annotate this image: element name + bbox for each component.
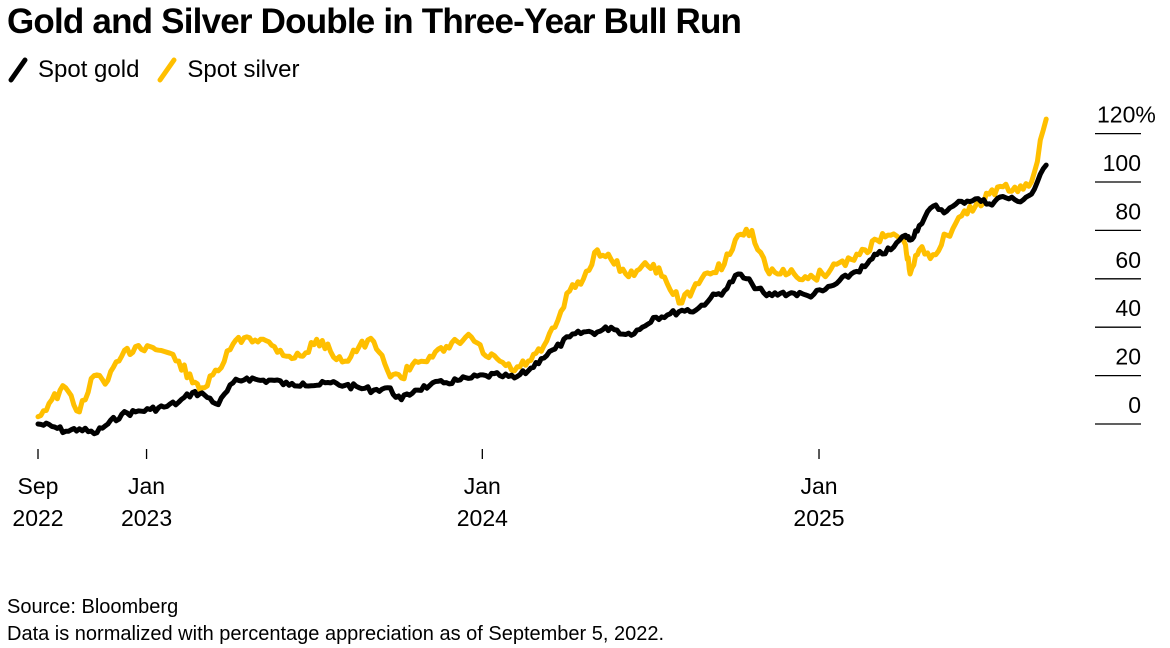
legend-swatch-gold-icon bbox=[8, 57, 28, 83]
series-layer bbox=[35, 116, 1049, 437]
footer: Source: Bloomberg Data is normalized wit… bbox=[7, 594, 664, 648]
x-tick-label: Jan bbox=[464, 473, 501, 499]
y-tick-label: 20 bbox=[1115, 344, 1141, 370]
y-tick-label: 60 bbox=[1115, 247, 1141, 273]
series-line-gold bbox=[35, 162, 1049, 437]
x-tick-label: Jan bbox=[800, 473, 837, 499]
normalization-note: Data is normalized with percentage appre… bbox=[7, 623, 665, 645]
x-tick-label: 2023 bbox=[121, 505, 172, 531]
x-axis: Sep 2022 Jan 2023 Jan 2024 Jan 2025 bbox=[12, 449, 845, 531]
legend-label-silver: Spot silver bbox=[187, 56, 300, 83]
legend-item-silver: Spot silver bbox=[157, 56, 299, 84]
x-tick-label: Sep bbox=[18, 473, 59, 499]
legend-label-gold: Spot gold bbox=[38, 56, 140, 83]
x-tick-label: 2024 bbox=[457, 505, 508, 531]
y-tick-label: 0 bbox=[1128, 392, 1141, 418]
x-tick-label: 2025 bbox=[793, 505, 844, 531]
y-axis: 0 20 40 60 80 100 120% bbox=[1095, 102, 1156, 425]
y-tick-label: 100 bbox=[1103, 150, 1141, 176]
legend-swatch-silver-icon bbox=[157, 57, 177, 83]
series-line-silver bbox=[35, 116, 1049, 420]
legend-item-gold: Spot gold bbox=[8, 56, 139, 84]
y-tick-label: 40 bbox=[1115, 295, 1141, 321]
legend: Spot gold Spot silver bbox=[8, 56, 317, 84]
chart-title: Gold and Silver Double in Three-Year Bul… bbox=[7, 2, 742, 41]
x-tick-label: 2022 bbox=[12, 505, 63, 531]
source-note: Source: Bloomberg bbox=[7, 596, 179, 618]
y-tick-label: 80 bbox=[1115, 198, 1141, 224]
x-tick-label: Jan bbox=[128, 473, 165, 499]
y-tick-label: 120% bbox=[1097, 102, 1156, 128]
